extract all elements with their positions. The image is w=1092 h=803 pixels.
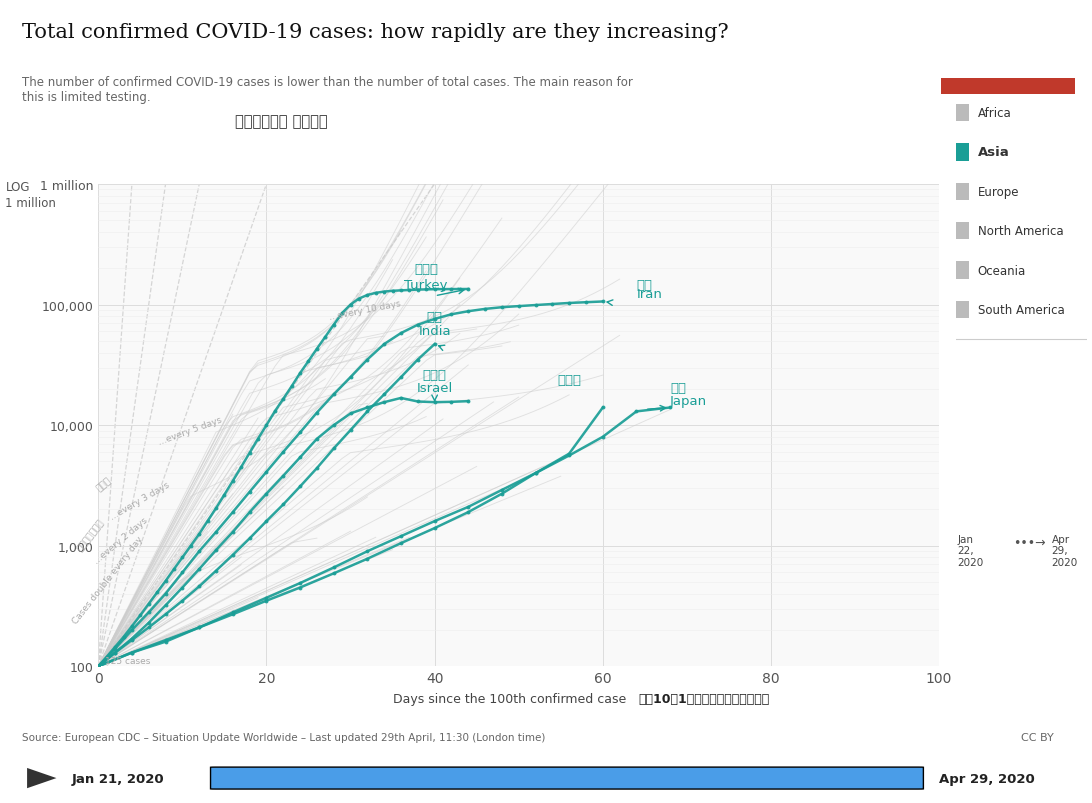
Text: ...every 5 days: ...every 5 days <box>157 415 223 446</box>
Text: ...every 3 days: ...every 3 days <box>108 479 170 521</box>
Text: 印度: 印度 <box>427 311 442 324</box>
Text: Oceania: Oceania <box>977 264 1026 277</box>
Text: 病例每天翻一倍: 病例每天翻一倍 <box>75 518 106 552</box>
Text: Cases double every day: Cases double every day <box>71 534 144 626</box>
Bar <box>956 222 969 240</box>
Text: ...every 2 days: ...every 2 days <box>93 515 150 565</box>
Text: Apr 29, 2020: Apr 29, 2020 <box>939 772 1035 785</box>
Text: North America: North America <box>977 225 1064 238</box>
Text: Source: European CDC – Situation Update Worldwide – Last updated 29th April, 11:: Source: European CDC – Situation Update … <box>22 732 545 742</box>
Bar <box>956 144 969 161</box>
Text: Europe: Europe <box>977 185 1019 198</box>
Text: 以色列: 以色列 <box>423 369 447 382</box>
Text: 伊朗: 伊朗 <box>637 279 652 291</box>
Text: in Data: in Data <box>984 53 1032 66</box>
Bar <box>941 79 1075 95</box>
Text: CC BY: CC BY <box>1021 732 1054 742</box>
Text: Iran: Iran <box>637 288 662 301</box>
Text: Total confirmed COVID-19 cases: how rapidly are they increasing?: Total confirmed COVID-19 cases: how rapi… <box>22 22 728 42</box>
Text: •••→: •••→ <box>1013 536 1046 549</box>
Text: Jan 21, 2020: Jan 21, 2020 <box>72 772 165 785</box>
Text: Days since the 100th confirmed case: Days since the 100th confirmed case <box>393 693 627 706</box>
Bar <box>956 183 969 201</box>
Text: LOG: LOG <box>5 181 29 194</box>
Text: India: India <box>418 324 451 337</box>
Bar <box>956 301 969 319</box>
Text: South America: South America <box>977 304 1065 316</box>
Text: Turkey: Turkey <box>404 279 448 291</box>
Text: 日本: 日本 <box>670 382 686 395</box>
Text: Apr
29,
2020: Apr 29, 2020 <box>1052 534 1078 567</box>
Text: ...every 10 days: ...every 10 days <box>329 299 402 321</box>
Polygon shape <box>27 768 57 789</box>
Bar <box>956 262 969 279</box>
Text: Asia: Asia <box>977 146 1009 159</box>
Text: Our World: Our World <box>974 29 1042 43</box>
Text: Jan
22,
2020: Jan 22, 2020 <box>958 534 984 567</box>
Text: 总确诊人数： 增长速度: 总确诊人数： 增长速度 <box>235 114 328 129</box>
Text: Africa: Africa <box>977 107 1011 120</box>
Text: The number of confirmed COVID-19 cases is lower than the number of total cases. : The number of confirmed COVID-19 cases i… <box>22 76 632 104</box>
Text: 达到101例确诊到目前为止的天数: 达到101例确诊到目前为止的天数 <box>639 693 770 706</box>
Text: Japan: Japan <box>670 395 708 408</box>
Text: 125 cases: 125 cases <box>105 656 151 665</box>
Text: Israel: Israel <box>416 382 453 395</box>
Text: 1 million: 1 million <box>5 197 57 210</box>
Text: 每两天: 每两天 <box>95 475 114 492</box>
Text: 新加坡: 新加坡 <box>557 373 581 387</box>
FancyBboxPatch shape <box>211 767 924 789</box>
Text: 土耳其: 土耳其 <box>414 263 438 276</box>
Bar <box>956 104 969 122</box>
